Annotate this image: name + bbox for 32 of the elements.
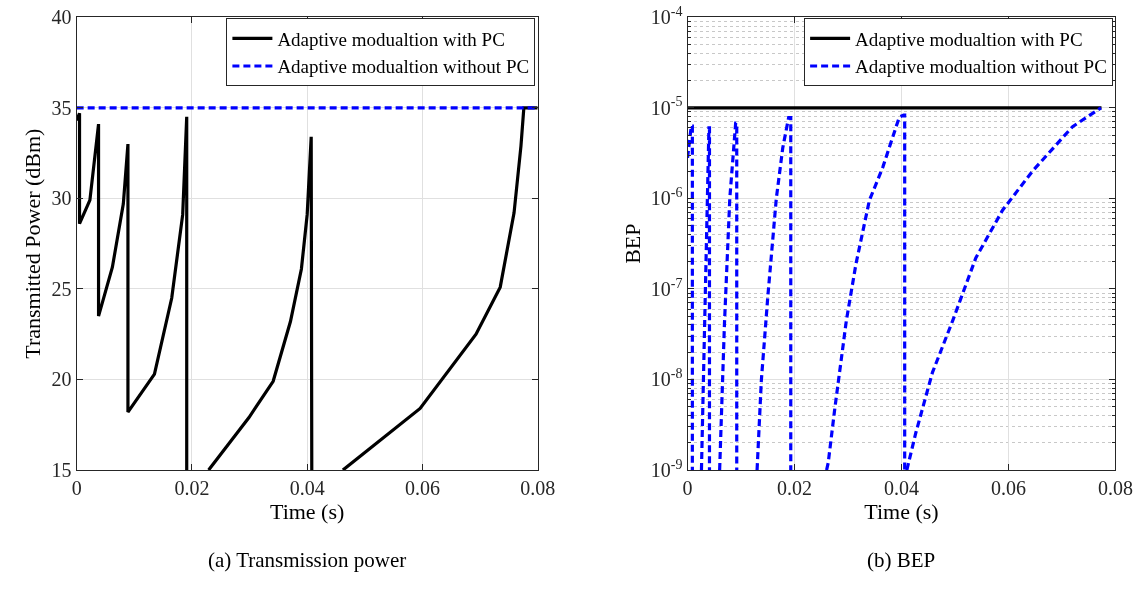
y-tick-label: 20 bbox=[51, 368, 72, 391]
x-tick-label: 0.04 bbox=[883, 477, 919, 500]
x-tick-label: 0.02 bbox=[777, 477, 812, 500]
y-tick-label: 10$^{-9}$ bbox=[650, 456, 683, 482]
y-tick-label: 35 bbox=[51, 96, 72, 119]
legend-label: Adaptive modualtion with PC bbox=[277, 28, 505, 50]
legend-label: Adaptive modualtion without PC bbox=[277, 56, 530, 78]
y-axis-title: BEP bbox=[619, 223, 645, 264]
y-tick-label: 15 bbox=[51, 459, 72, 482]
y-tick-label: 10$^{-4}$ bbox=[650, 3, 683, 29]
x-tick-label: 0.06 bbox=[404, 477, 440, 500]
x-tick-label: 0.08 bbox=[520, 477, 556, 500]
x-tick-label: 0 bbox=[682, 477, 693, 500]
x-axis-title: Time (s) bbox=[269, 499, 345, 525]
x-tick-label: 0 bbox=[71, 477, 82, 500]
x-tick-label: 0.06 bbox=[990, 477, 1026, 500]
y-tick-label: 10$^{-5}$ bbox=[650, 94, 683, 119]
x-tick-label: 0.08 bbox=[1097, 477, 1133, 500]
y-tick-label: 10$^{-6}$ bbox=[650, 184, 683, 210]
x-axis-title: Time (s) bbox=[864, 499, 939, 525]
y-tick-label: 30 bbox=[51, 187, 72, 210]
text: (b) BEP bbox=[867, 548, 936, 572]
y-tick-label: 10$^{-7}$ bbox=[650, 275, 683, 300]
x-tick-label: 0.04 bbox=[289, 477, 325, 500]
y-tick-label: 25 bbox=[51, 277, 72, 300]
y-tick-label: 10$^{-8}$ bbox=[650, 366, 683, 391]
text: (a) Transmission power bbox=[208, 548, 407, 572]
legend-label: Adaptive modualtion with PC bbox=[855, 28, 1083, 50]
y-tick-label: 40 bbox=[51, 6, 72, 29]
y-axis-title: Transmitted Power (dBm) bbox=[20, 128, 46, 359]
x-tick-label: 0.02 bbox=[174, 477, 210, 500]
legend-label: Adaptive modualtion without PC bbox=[855, 56, 1107, 78]
